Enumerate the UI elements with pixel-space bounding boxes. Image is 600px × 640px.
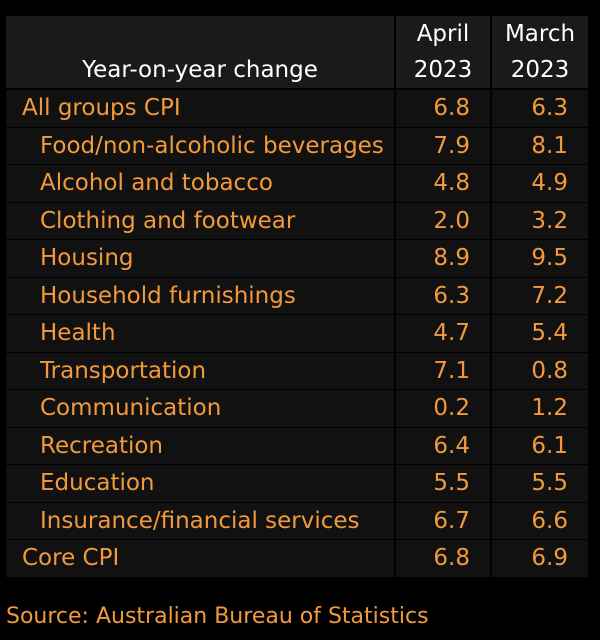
april-value: 6.3 <box>396 277 492 314</box>
header-april-year: 2023 <box>396 52 492 88</box>
march-value: 1.2 <box>492 390 588 427</box>
table-row: Core CPI 6.8 6.9 <box>6 540 592 578</box>
row-label: Clothing and footwear <box>6 202 396 239</box>
march-value: 7.2 <box>492 277 588 314</box>
march-value: 4.9 <box>492 165 588 202</box>
row-label: Health <box>6 315 396 352</box>
table-row: Recreation 6.4 6.1 <box>6 427 592 465</box>
source-note: Source: Australian Bureau of Statistics <box>6 604 429 629</box>
april-value: 7.9 <box>396 127 492 164</box>
header-row-months: April March <box>6 16 592 52</box>
april-value: 4.7 <box>396 315 492 352</box>
table-row: Transportation 7.1 0.8 <box>6 352 592 390</box>
row-label: Alcohol and tobacco <box>6 165 396 202</box>
row-label: Communication <box>6 390 396 427</box>
header-march-year: 2023 <box>492 52 588 88</box>
row-label: Household furnishings <box>6 277 396 314</box>
table-body: All groups CPI 6.8 6.3 Food/non-alcoholic b… <box>6 90 592 578</box>
march-value: 6.9 <box>492 540 588 577</box>
april-value: 6.8 <box>396 90 492 127</box>
row-label: Core CPI <box>6 540 396 577</box>
row-label: Insurance/financial services <box>6 502 396 539</box>
march-value: 6.6 <box>492 502 588 539</box>
table-row: Clothing and footwear 2.0 3.2 <box>6 202 592 240</box>
april-value: 8.9 <box>396 240 492 277</box>
table-row: Health 4.7 5.4 <box>6 315 592 353</box>
april-value: 5.5 <box>396 465 492 502</box>
table-row: Education 5.5 5.5 <box>6 465 592 503</box>
table-row: Food/non-alcoholic beverages 7.9 8.1 <box>6 127 592 165</box>
header-row-years: Year-on-year change 2023 2023 <box>6 52 592 90</box>
table-row: Insurance/financial services 6.7 6.6 <box>6 502 592 540</box>
row-label: Transportation <box>6 352 396 389</box>
april-value: 0.2 <box>396 390 492 427</box>
march-value: 6.1 <box>492 427 588 464</box>
april-value: 2.0 <box>396 202 492 239</box>
row-label: Food/non-alcoholic beverages <box>6 127 396 164</box>
table-row: Housing 8.9 9.5 <box>6 240 592 278</box>
cpi-table: April March Year-on-year change 2023 202… <box>6 16 592 578</box>
april-value: 6.8 <box>396 540 492 577</box>
march-value: 9.5 <box>492 240 588 277</box>
april-value: 7.1 <box>396 352 492 389</box>
april-value: 6.4 <box>396 427 492 464</box>
table-row: All groups CPI 6.8 6.3 <box>6 90 592 128</box>
march-value: 6.3 <box>492 90 588 127</box>
april-value: 6.7 <box>396 502 492 539</box>
table-row: Alcohol and tobacco 4.8 4.9 <box>6 165 592 203</box>
header-blank-cell <box>6 16 396 52</box>
row-label: Housing <box>6 240 396 277</box>
row-label: All groups CPI <box>6 90 396 127</box>
march-value: 8.1 <box>492 127 588 164</box>
march-value: 3.2 <box>492 202 588 239</box>
header-april-month: April <box>396 16 492 52</box>
table-row: Household furnishings 6.3 7.2 <box>6 277 592 315</box>
row-label: Education <box>6 465 396 502</box>
row-header-label: Year-on-year change <box>6 52 396 88</box>
march-value: 5.5 <box>492 465 588 502</box>
april-value: 4.8 <box>396 165 492 202</box>
table-row: Communication 0.2 1.2 <box>6 390 592 428</box>
header-march-month: March <box>492 16 588 52</box>
march-value: 0.8 <box>492 352 588 389</box>
row-label: Recreation <box>6 427 396 464</box>
march-value: 5.4 <box>492 315 588 352</box>
